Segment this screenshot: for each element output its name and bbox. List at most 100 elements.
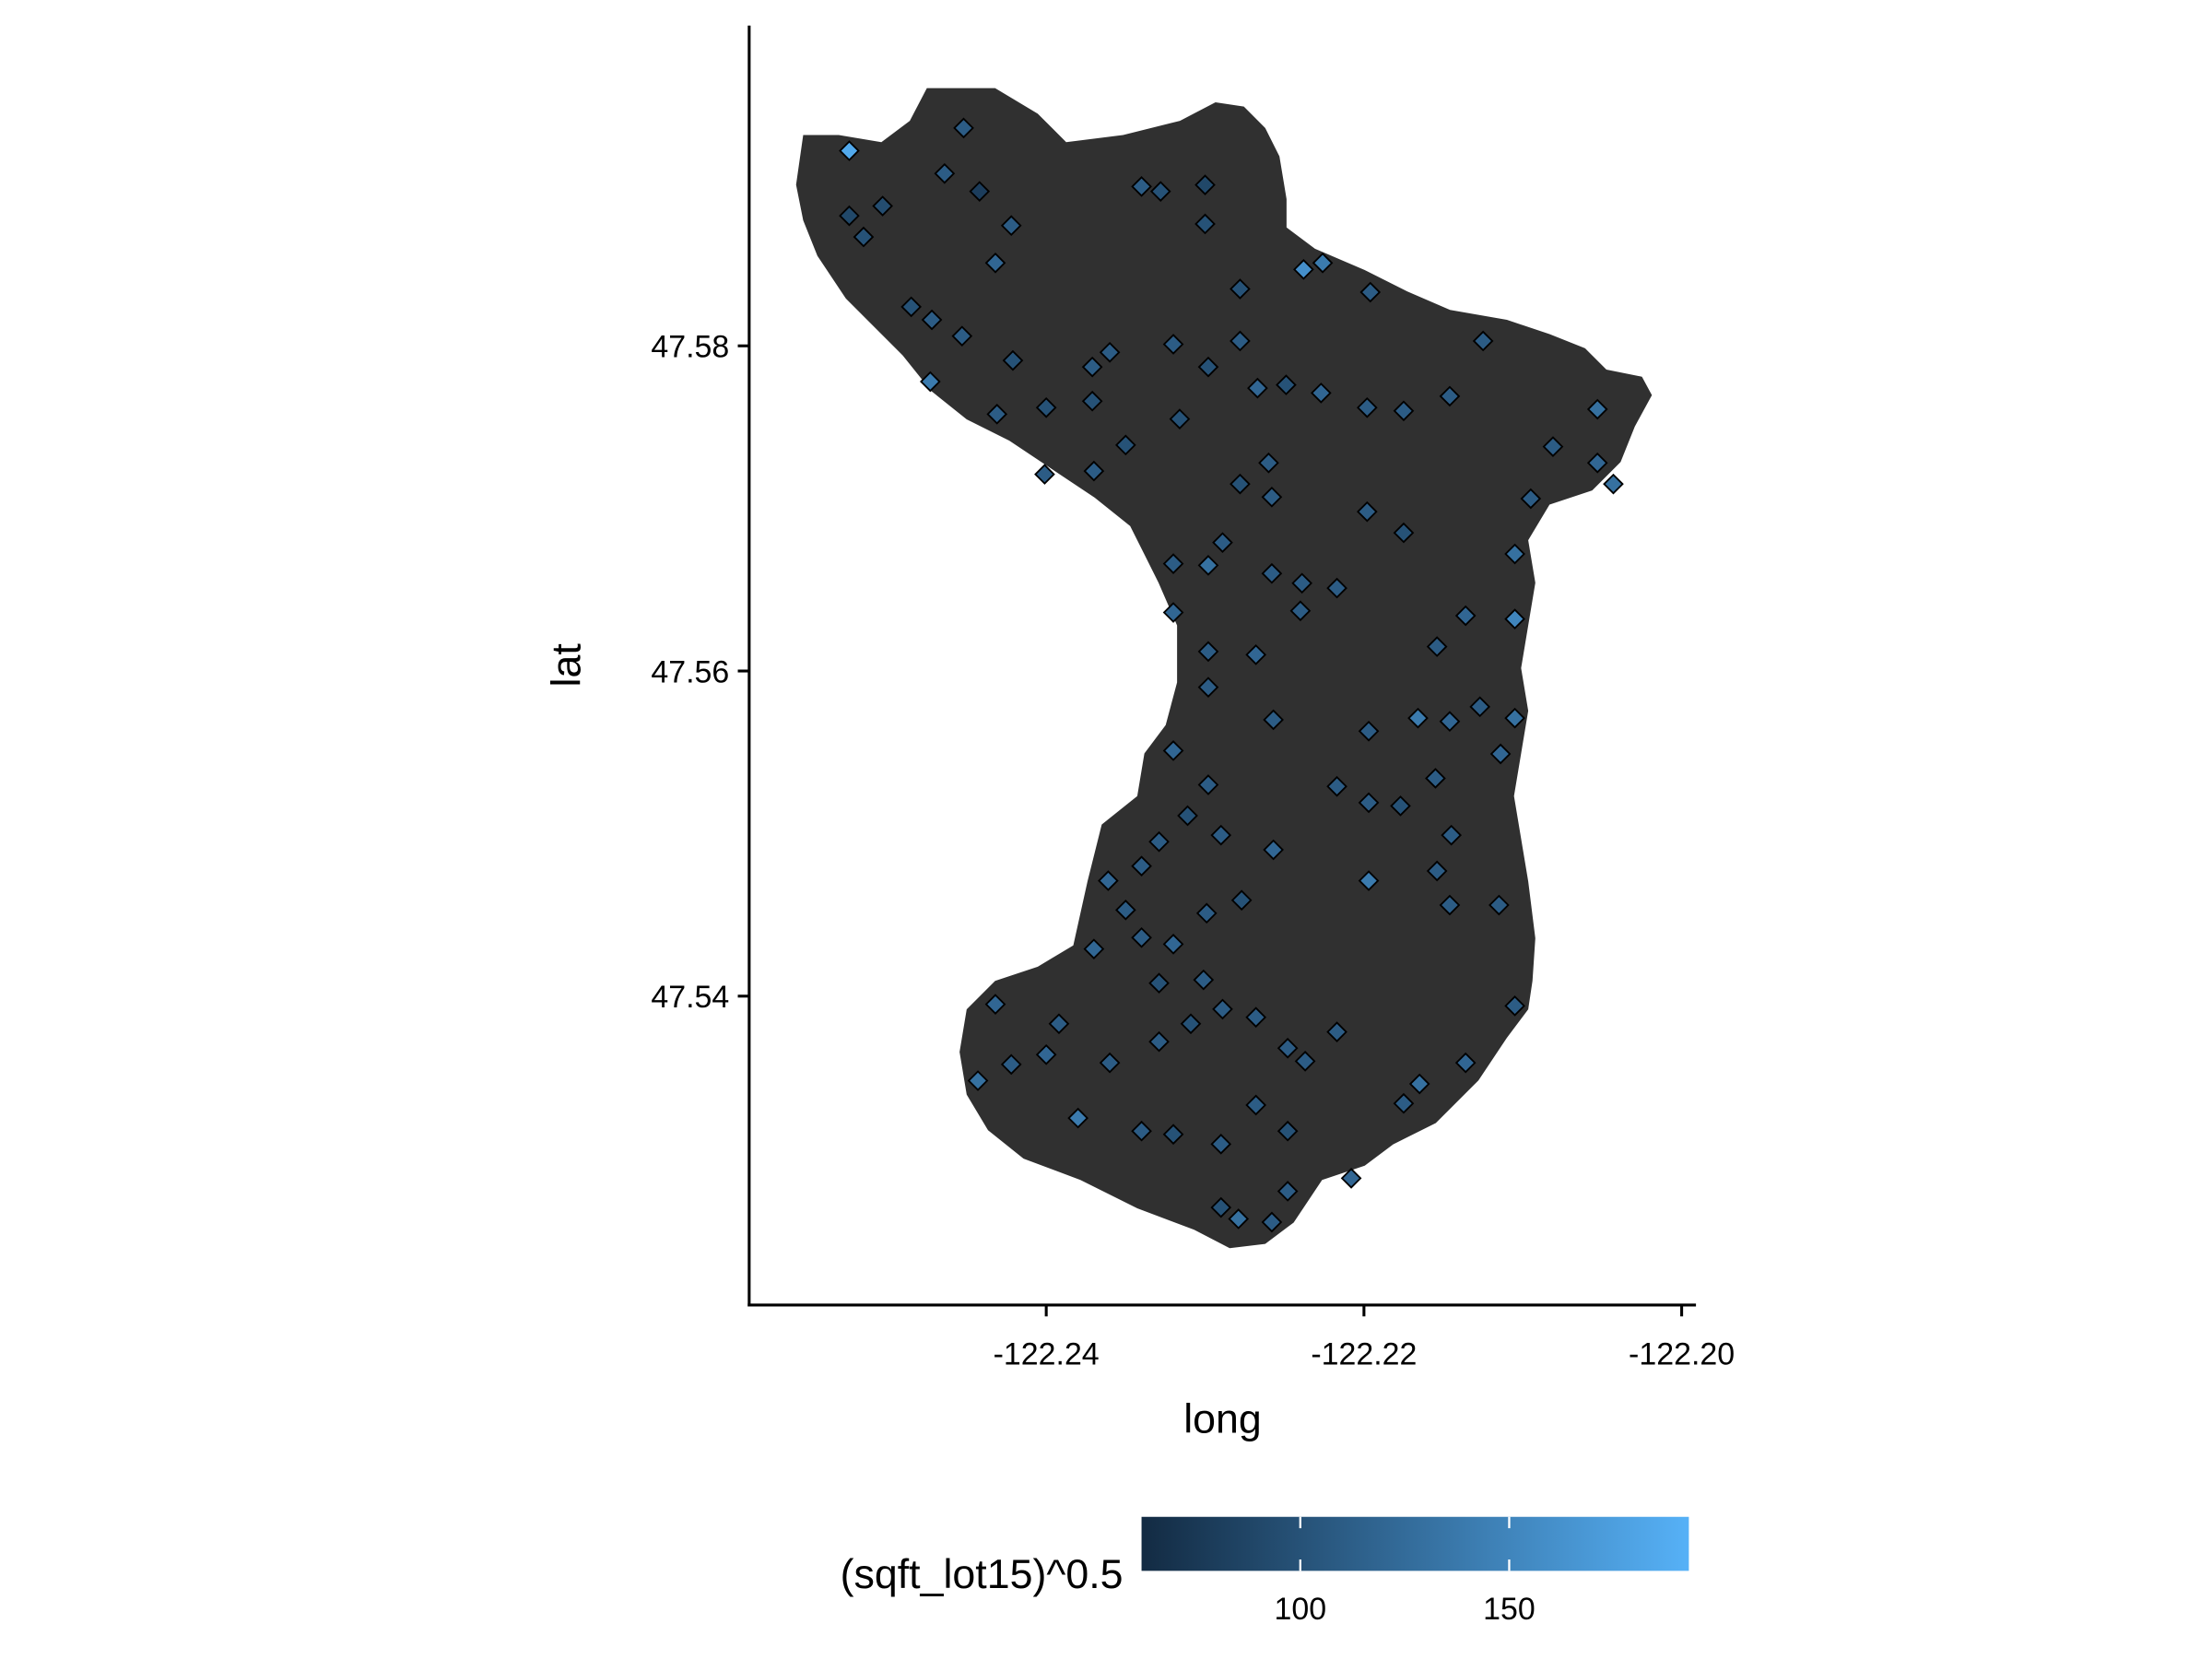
point — [1149, 181, 1171, 203]
point — [1083, 460, 1105, 482]
point — [1131, 926, 1152, 948]
point — [1586, 398, 1608, 420]
point — [1245, 1006, 1267, 1029]
point — [1426, 860, 1448, 882]
point — [1326, 775, 1347, 797]
point — [1034, 464, 1055, 485]
point — [1035, 396, 1057, 418]
y-axis-title: lat — [544, 643, 589, 688]
point — [1469, 696, 1491, 718]
point — [1162, 334, 1184, 355]
point — [1000, 1053, 1022, 1076]
point — [1326, 577, 1347, 599]
point — [1228, 1208, 1250, 1230]
point — [1197, 677, 1219, 698]
point — [1504, 995, 1525, 1017]
point — [1293, 259, 1314, 280]
point — [1230, 330, 1251, 352]
point — [1194, 174, 1216, 195]
point — [1311, 382, 1332, 404]
point — [1356, 500, 1378, 523]
x-tick-label: -122.22 — [1311, 1337, 1417, 1372]
point — [1081, 356, 1103, 378]
point — [967, 1070, 989, 1091]
x-tick-label: -122.20 — [1629, 1337, 1735, 1372]
point — [1358, 870, 1380, 891]
point — [1291, 572, 1312, 594]
point — [953, 117, 974, 139]
point — [1195, 902, 1218, 924]
point — [1312, 252, 1334, 274]
point — [1193, 969, 1215, 991]
y-tick-label: 47.54 — [651, 980, 729, 1015]
point — [1035, 1043, 1057, 1065]
point — [1212, 532, 1233, 554]
point — [1407, 707, 1429, 729]
colorbar-tick-label: 150 — [1483, 1592, 1535, 1627]
point — [1261, 562, 1283, 584]
point — [969, 181, 991, 203]
point — [1131, 1120, 1152, 1142]
point — [1504, 707, 1525, 729]
point — [1245, 1094, 1267, 1116]
point — [1261, 1211, 1283, 1233]
point — [1098, 870, 1119, 891]
point — [1131, 176, 1152, 197]
point — [1210, 1133, 1232, 1155]
point — [1261, 486, 1283, 508]
point — [1162, 934, 1184, 955]
point — [1393, 400, 1415, 422]
point — [1454, 605, 1477, 627]
point — [1148, 1030, 1170, 1053]
point — [1263, 839, 1284, 861]
point — [1408, 1073, 1430, 1095]
colorbar — [1141, 1516, 1689, 1571]
point — [1277, 1037, 1299, 1059]
point — [1081, 390, 1103, 412]
point — [984, 994, 1006, 1015]
point — [1472, 330, 1494, 352]
point — [1162, 740, 1184, 761]
point — [1520, 488, 1542, 510]
point — [1425, 768, 1446, 789]
point — [1439, 894, 1461, 916]
point — [1326, 1021, 1347, 1042]
point — [1393, 1092, 1415, 1114]
point — [1115, 434, 1136, 456]
point — [1148, 830, 1170, 853]
point — [1197, 774, 1219, 795]
point — [921, 309, 943, 331]
point — [1177, 805, 1198, 827]
point — [1230, 278, 1251, 300]
colorbar-tick-label: 100 — [1275, 1592, 1327, 1627]
point — [1504, 543, 1525, 565]
x-tick-label: -122.24 — [994, 1337, 1100, 1372]
point — [1067, 1107, 1088, 1129]
point — [1162, 602, 1184, 623]
point — [1356, 396, 1378, 418]
y-tick-label: 47.58 — [651, 330, 729, 365]
point — [1504, 608, 1525, 629]
point — [853, 226, 875, 248]
point — [1197, 641, 1219, 663]
point — [1099, 1052, 1121, 1074]
point — [1542, 436, 1564, 457]
point — [1000, 215, 1022, 237]
colorbar-title: (sqft_lot15)^0.5 — [841, 1552, 1124, 1597]
point — [1162, 1124, 1184, 1146]
point — [1393, 522, 1415, 544]
point — [1197, 555, 1219, 576]
point — [951, 325, 973, 347]
point — [1197, 356, 1219, 378]
x-axis-title: long — [1183, 1397, 1262, 1442]
point — [1212, 998, 1233, 1020]
point — [1245, 644, 1267, 665]
point — [1099, 341, 1121, 363]
point — [1603, 473, 1624, 495]
point — [1230, 473, 1251, 495]
point — [872, 195, 893, 217]
point — [900, 296, 922, 318]
point — [1439, 385, 1461, 407]
point — [1210, 1196, 1232, 1218]
point — [1276, 374, 1297, 395]
